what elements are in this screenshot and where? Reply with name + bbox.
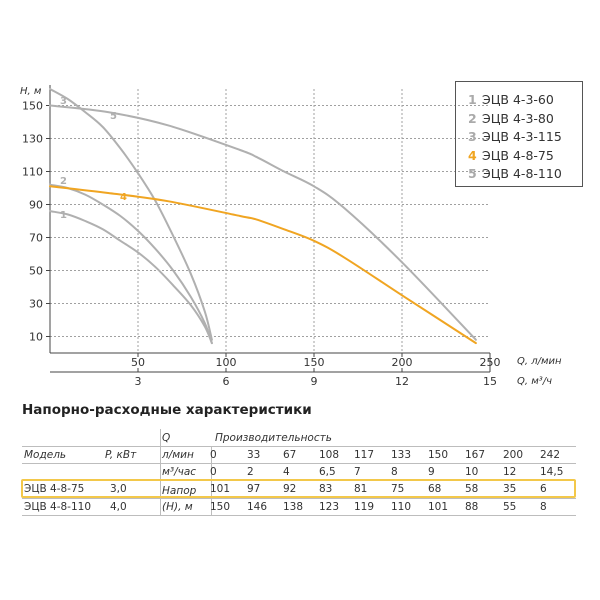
y-tick-label: 130 (22, 133, 43, 146)
unit-lpm: л/мин (162, 449, 194, 461)
y-tick-label: 10 (29, 331, 43, 344)
flow-lpm-cell: 242 (540, 449, 561, 461)
y-tick-label: 70 (29, 232, 43, 245)
x-tick-label-lpm: 100 (216, 356, 237, 369)
head-cell: 75 (391, 483, 405, 495)
flow-lpm-cell: 150 (428, 449, 449, 461)
flow-m3h-cell: 9 (428, 466, 435, 478)
table-divider (22, 463, 576, 464)
head-cell: 123 (319, 501, 340, 513)
head-cell: 81 (354, 483, 368, 495)
legend-item-2: 2 ЭЦВ 4-3-80 (468, 110, 554, 126)
flow-m3h-cell: 4 (283, 466, 290, 478)
x-tick-label-m3h: 12 (395, 375, 409, 388)
x-tick-label-m3h: 3 (135, 375, 142, 388)
flow-m3h-cell: 7 (354, 466, 361, 478)
head-cell: 55 (503, 501, 517, 513)
q-header: Q (162, 432, 171, 444)
row-model: ЭЦВ 4-8-110 (24, 501, 92, 513)
y-tick-label: 110 (22, 166, 43, 179)
legend-item-5: 5 ЭЦВ 4-8-110 (468, 166, 562, 181)
unit-m3h: м³/час (162, 466, 197, 478)
head-cell: 138 (283, 501, 304, 513)
table-divider (22, 515, 576, 516)
y-axis-label: H, м (20, 86, 42, 97)
head-cell: 68 (428, 483, 442, 495)
curve-label-4: 4 (120, 192, 127, 203)
head-cell: 88 (465, 501, 479, 513)
curve-4 (49, 185, 477, 345)
head-cell: 101 (428, 501, 449, 513)
head-cell: 110 (391, 501, 412, 513)
head-cell: 101 (210, 483, 231, 495)
legend-item-3: 3 ЭЦВ 4-3-115 (468, 129, 562, 144)
row-power: 4,0 (110, 501, 127, 513)
curve-2 (49, 183, 213, 345)
y-tick-label: 50 (29, 265, 43, 278)
flow-lpm-cell: 167 (465, 449, 486, 461)
x-tick-label-lpm: 250 (480, 356, 501, 369)
row-power: 3,0 (110, 483, 127, 495)
model-header: Модель (24, 449, 67, 461)
legend-item-1: 1 ЭЦВ 4-3-60 (468, 92, 554, 107)
x-axis-label-lpm: Q, л/мин (517, 356, 562, 367)
head-cell: 92 (283, 483, 297, 495)
pump-chart: 10 30 50 70 90 110 130 150 H, м 50 100 150 200 250 Q, … (20, 85, 562, 388)
flow-m3h-cell: 8 (391, 466, 398, 478)
y-tick-label: 150 (22, 100, 43, 113)
curve-label-5: 5 (110, 111, 117, 122)
x-tick-label-m3h: 9 (311, 375, 318, 388)
curve-label-1: 1 (60, 210, 67, 221)
flow-m3h-cell: 6,5 (319, 466, 336, 478)
x-tick-label-lpm: 50 (131, 356, 145, 369)
chart-legend: 1 ЭЦВ 4-3-60 2 ЭЦВ 4-3-80 3 ЭЦВ 4-3-115 4 ЭЦ… (455, 81, 583, 187)
flow-lpm-cell: 117 (354, 449, 375, 461)
flow-lpm-cell: 200 (503, 449, 524, 461)
x-tick-label-m3h: 15 (483, 375, 497, 388)
flow-m3h-cell: 2 (247, 466, 254, 478)
curve-label-2: 2 (60, 176, 67, 187)
head-label: Напор (162, 485, 197, 497)
power-header: P, кВт (105, 449, 137, 461)
head-cell: 8 (540, 501, 547, 513)
legend-item-4: 4 ЭЦВ 4-8-75 (468, 147, 554, 163)
head-cell: 58 (465, 483, 479, 495)
curve-1 (49, 210, 213, 345)
head-cell: 83 (319, 483, 333, 495)
table-divider (22, 498, 576, 499)
y-tick-label: 90 (29, 199, 43, 212)
flow-lpm-cell: 33 (247, 449, 261, 461)
x-tick-label-m3h: 6 (223, 375, 230, 388)
x-axis-label-m3h: Q, м³/ч (517, 376, 552, 387)
table-title: Напорно-расходные характеристики (22, 402, 312, 418)
head-cell: 35 (503, 483, 517, 495)
y-tick-label: 30 (29, 298, 43, 311)
table-vdivider (160, 429, 161, 515)
x-tick-label-lpm: 150 (304, 356, 325, 369)
head-cell: 150 (210, 501, 231, 513)
curve-label-3: 3 (60, 96, 67, 107)
head-cell: 6 (540, 483, 547, 495)
table-divider (22, 446, 576, 447)
head-cell: 97 (247, 483, 261, 495)
highlighted-row-frame (21, 479, 576, 498)
flow-m3h-cell: 12 (503, 466, 517, 478)
head-cell: 119 (354, 501, 375, 513)
productivity-header: Производительность (215, 432, 332, 444)
curve-5 (49, 104, 477, 341)
flow-m3h-cell: 0 (210, 466, 217, 478)
flow-lpm-cell: 67 (283, 449, 297, 461)
flow-lpm-cell: 133 (391, 449, 412, 461)
x-tick-label-lpm: 200 (392, 356, 413, 369)
flow-m3h-cell: 10 (465, 466, 479, 478)
flow-lpm-cell: 0 (210, 449, 217, 461)
head-cell: 146 (247, 501, 268, 513)
flow-lpm-cell: 108 (319, 449, 340, 461)
row-model: ЭЦВ 4-8-75 (24, 483, 85, 495)
head-label: (H), м (162, 501, 193, 513)
flow-m3h-cell: 14,5 (540, 466, 564, 478)
